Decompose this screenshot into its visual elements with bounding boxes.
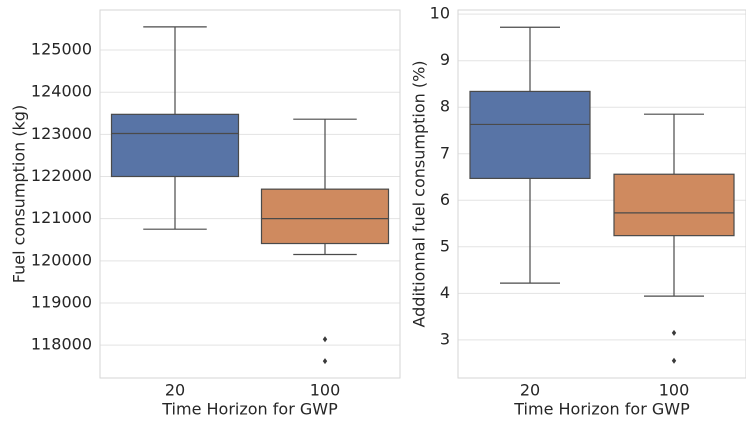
x-tick-label: 100 xyxy=(659,381,690,400)
y-tick-label: 118000 xyxy=(31,335,92,354)
y-tick-label: 120000 xyxy=(31,250,92,269)
y-tick-label: 124000 xyxy=(31,82,92,101)
y-tick-label: 7 xyxy=(440,143,450,162)
box xyxy=(469,90,591,180)
y-tick-label: 5 xyxy=(440,236,450,255)
y-tick-label: 121000 xyxy=(31,208,92,227)
box xyxy=(260,188,390,245)
y-axis-label: Additionnal fuel consumption (%) xyxy=(410,60,429,327)
x-tick-label: 20 xyxy=(165,381,185,400)
x-tick-label: 100 xyxy=(310,381,341,400)
flier xyxy=(322,358,328,365)
y-tick-label: 6 xyxy=(440,190,450,209)
plot-frame xyxy=(99,9,401,379)
y-tick-label: 4 xyxy=(440,283,450,302)
flier xyxy=(671,329,677,336)
flier xyxy=(322,336,328,343)
x-axis-label: Time Horizon for GWP xyxy=(161,400,338,419)
x-axis-label: Time Horizon for GWP xyxy=(513,400,690,419)
y-tick-label: 123000 xyxy=(31,124,92,143)
y-tick-label: 125000 xyxy=(31,40,92,59)
flier xyxy=(671,357,677,364)
y-tick-label: 122000 xyxy=(31,166,92,185)
y-tick-label: 8 xyxy=(440,97,450,116)
box xyxy=(613,173,735,237)
y-tick-label: 119000 xyxy=(31,292,92,311)
y-tick-label: 10 xyxy=(430,4,450,23)
x-tick-label: 20 xyxy=(520,381,540,400)
y-tick-label: 9 xyxy=(440,50,450,69)
plot-frame xyxy=(457,9,746,379)
box xyxy=(110,113,240,178)
y-axis-label: Fuel consumption (kg) xyxy=(10,105,29,283)
y-tick-label: 3 xyxy=(440,329,450,348)
